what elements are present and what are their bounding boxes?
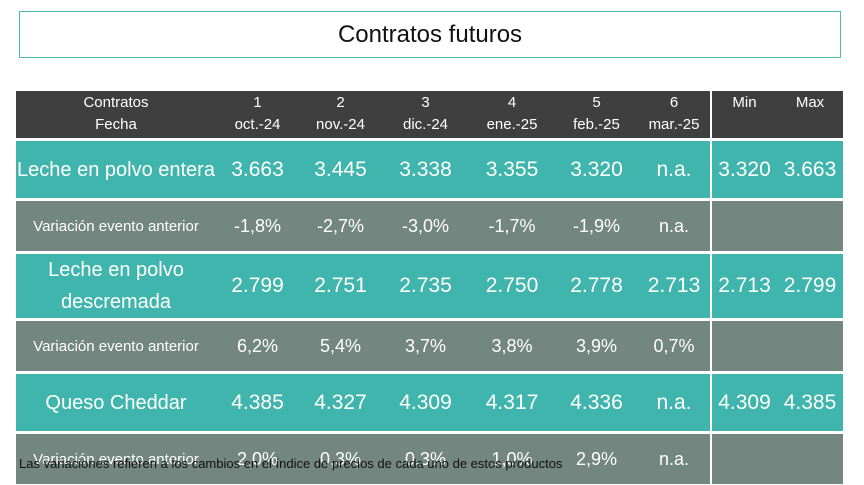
price-cell: 3.445 <box>299 141 382 198</box>
header-row-label: Contratos Fecha <box>16 91 216 138</box>
variation-cell: 5,4% <box>299 321 382 371</box>
contract-date: mar.-25 <box>648 116 700 133</box>
variation-cell: 6,2% <box>216 321 299 371</box>
price-cell: 4.336 <box>555 374 638 431</box>
contract-date: nov.-24 <box>316 116 365 133</box>
price-cell: 2.750 <box>469 254 555 318</box>
price-cell: 3.320 <box>555 141 638 198</box>
variation-cell: n.a. <box>638 434 711 484</box>
variation-cell: 3,9% <box>555 321 638 371</box>
variation-cell: n.a. <box>638 201 711 251</box>
variation-cell: -1,7% <box>469 201 555 251</box>
variation-cell: -1,8% <box>216 201 299 251</box>
header-contract-2: 2 nov.-24 <box>299 91 382 138</box>
variation-cell: 2,0% <box>216 434 299 484</box>
contract-number: 6 <box>669 94 679 111</box>
variation-cell: -2,7% <box>299 201 382 251</box>
variation-max-empty <box>777 434 843 484</box>
price-cell: 3.355 <box>469 141 555 198</box>
max-cell: 4.385 <box>777 374 843 431</box>
price-cell: 2.713 <box>638 254 711 318</box>
variation-label: Variación evento anterior <box>16 201 216 251</box>
contract-date: oct.-24 <box>234 116 281 133</box>
price-cell: 4.309 <box>382 374 469 431</box>
contract-date: dic.-24 <box>402 116 449 133</box>
contract-number: 3 <box>421 94 430 111</box>
header-contract-3: 3 dic.-24 <box>382 91 469 138</box>
variation-row: Variación evento anterior -1,8% -2,7% -3,0%… <box>16 201 843 251</box>
price-cell: 4.327 <box>299 374 382 431</box>
header-contract-4: 4 ene.-25 <box>469 91 555 138</box>
contract-date: feb.-25 <box>573 116 620 133</box>
price-cell: n.a. <box>638 374 711 431</box>
contract-number: 1 <box>253 94 262 111</box>
price-cell: 2.778 <box>555 254 638 318</box>
variation-min-empty <box>710 201 777 251</box>
header-max: Max <box>777 91 843 138</box>
price-cell: 2.735 <box>382 254 469 318</box>
product-name: Queso Cheddar <box>16 374 216 431</box>
product-name: Leche en polvo descremada <box>16 254 216 318</box>
variation-cell: 3,7% <box>382 321 469 371</box>
price-cell: 2.751 <box>299 254 382 318</box>
variation-label: Variación evento anterior <box>16 321 216 371</box>
header-row: Contratos Fecha 1 oct.-24 2 nov.-24 3 dic.-24 4 e… <box>16 91 843 138</box>
row-gap <box>16 138 843 141</box>
product-row: Leche en polvo descremada 2.799 2.751 2.735… <box>16 254 843 318</box>
price-cell: 4.385 <box>216 374 299 431</box>
row-gap <box>16 431 843 434</box>
header-contracts-label: Contratos <box>83 94 149 111</box>
footnote: Las variaciones refieren a los cambios e… <box>19 456 563 471</box>
futures-table: Contratos Fecha 1 oct.-24 2 nov.-24 3 dic.-24 4 e… <box>16 91 843 484</box>
variation-max-empty <box>777 201 843 251</box>
row-gap <box>16 318 843 321</box>
price-cell: 3.338 <box>382 141 469 198</box>
variation-cell: 3,8% <box>469 321 555 371</box>
header-contract-6: 6 mar.-25 <box>638 91 711 138</box>
price-cell: n.a. <box>638 141 711 198</box>
header-date-label: Fecha <box>95 116 137 133</box>
page-title: Contratos futuros <box>19 11 841 58</box>
variation-cell: -1,9% <box>555 201 638 251</box>
row-gap <box>16 251 843 254</box>
row-gap <box>16 198 843 201</box>
variation-row: Variación evento anterior 6,2% 5,4% 3,7% 3,8… <box>16 321 843 371</box>
header-contract-1: 1 oct.-24 <box>216 91 299 138</box>
price-cell: 4.317 <box>469 374 555 431</box>
price-cell: 2.799 <box>216 254 299 318</box>
min-cell: 3.320 <box>710 141 777 198</box>
variation-row: Variación evento anterior 2,0% 0,3% 0,3% 1,0… <box>16 434 843 484</box>
max-cell: 2.799 <box>777 254 843 318</box>
variation-cell: 1,0% <box>469 434 555 484</box>
contract-date: ene.-25 <box>486 116 538 133</box>
product-row: Queso Cheddar 4.385 4.327 4.309 4.317 4.336 n.… <box>16 374 843 431</box>
contract-number: 5 <box>592 94 601 111</box>
contract-number: 4 <box>507 94 517 111</box>
variation-cell: 0,3% <box>382 434 469 484</box>
variation-cell: 2,9% <box>555 434 638 484</box>
product-name: Leche en polvo entera <box>16 141 216 198</box>
variation-cell: 0,7% <box>638 321 711 371</box>
product-row: Leche en polvo entera 3.663 3.445 3.338 3.35… <box>16 141 843 198</box>
contract-number: 2 <box>336 94 345 111</box>
variation-label: Variación evento anterior <box>16 434 216 484</box>
variation-min-empty <box>710 434 777 484</box>
variation-cell: 0,3% <box>299 434 382 484</box>
header-contract-5: 5 feb.-25 <box>555 91 638 138</box>
price-cell: 3.663 <box>216 141 299 198</box>
min-cell: 4.309 <box>710 374 777 431</box>
variation-cell: -3,0% <box>382 201 469 251</box>
min-cell: 2.713 <box>710 254 777 318</box>
row-gap <box>16 371 843 374</box>
variation-max-empty <box>777 321 843 371</box>
header-min: Min <box>710 91 777 138</box>
max-cell: 3.663 <box>777 141 843 198</box>
variation-min-empty <box>710 321 777 371</box>
